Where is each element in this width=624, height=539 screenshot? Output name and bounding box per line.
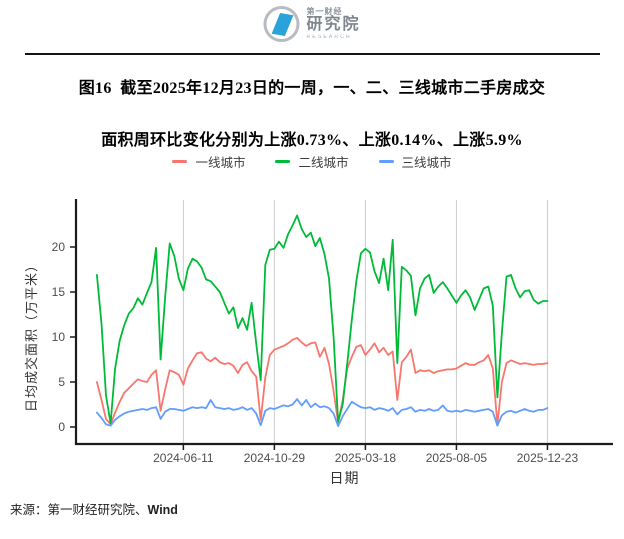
chart-canvas: 0 5 10 15 20 2024-06-11 2024-10-29 2025-03-18 20… [24, 199, 613, 486]
brand-logo: 第一财经 研究院 RESEARCH [263, 6, 360, 42]
svg-text:10: 10 [52, 330, 66, 344]
svg-text:5: 5 [58, 375, 65, 389]
header-divider [25, 53, 600, 55]
legend-item-tier1: 一线城市 [172, 152, 245, 171]
legend-item-tier3: 三线城市 [378, 152, 452, 171]
legend-dash-icon [172, 160, 188, 163]
chart-legend: 一线城市 二线城市 三线城市 [0, 152, 624, 171]
legend-label: 三线城市 [401, 156, 452, 170]
legend-dash-icon [275, 160, 291, 163]
source-prefix: 来源：第一财经研究院、 [10, 503, 148, 517]
svg-text:日均成交面积（万平米）: 日均成交面积（万平米） [24, 258, 39, 412]
svg-text:15: 15 [52, 285, 66, 299]
figure-title: 图16 截至2025年12月23日的一周，一、二、三线城市二手房成交 面积周环比… [18, 76, 606, 154]
legend-item-tier2: 二线城市 [275, 152, 349, 171]
svg-text:2025-08-05: 2025-08-05 [426, 451, 488, 465]
svg-text:2025-12-23: 2025-12-23 [517, 451, 579, 465]
figure-title-line2: 面积周环比变化分别为上涨0.73%、上涨0.14%、上涨5.9% [101, 132, 523, 149]
svg-text:2025-03-18: 2025-03-18 [335, 451, 397, 465]
legend-dash-icon [378, 160, 394, 163]
svg-text:2024-10-29: 2024-10-29 [244, 451, 306, 465]
svg-text:0: 0 [58, 420, 65, 434]
brand-name-large: 研究院 [306, 15, 361, 33]
brand-name-small: 第一财经 [306, 6, 343, 16]
figure-title-line1: 图16 截至2025年12月23日的一周，一、二、三线城市二手房成交 [78, 80, 546, 97]
brand-subtitle: RESEARCH [306, 34, 352, 40]
svg-text:20: 20 [52, 240, 66, 254]
source-note: 来源：第一财经研究院、Wind [10, 499, 178, 518]
legend-label: 一线城市 [195, 156, 246, 170]
brand-text: 第一财经 研究院 RESEARCH [306, 7, 360, 41]
source-brand: Wind [147, 503, 178, 517]
yicai-logo-icon [263, 6, 300, 42]
legend-label: 二线城市 [298, 156, 349, 170]
svg-text:日期: 日期 [330, 470, 360, 486]
logo-parallelogram-icon [271, 13, 294, 36]
svg-text:2024-06-11: 2024-06-11 [153, 451, 214, 465]
